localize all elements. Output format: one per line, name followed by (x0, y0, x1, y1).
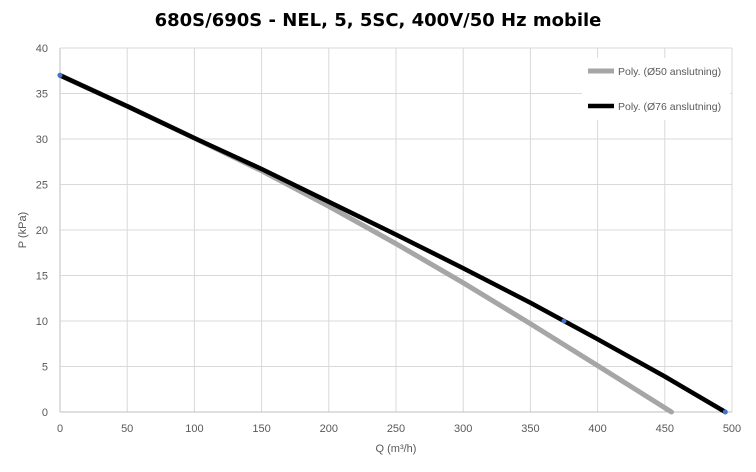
series-lines (57, 72, 728, 415)
x-tick-label: 150 (252, 423, 270, 435)
data-points (57, 72, 728, 415)
tick-labels: 0 50 100 150 200 250 300 350 400 450 500 0 5 10 15 20 25… (36, 43, 741, 435)
y-tick-label: 25 (36, 180, 48, 192)
x-tick-label: 0 (57, 423, 63, 435)
y-tick-label: 15 (36, 271, 48, 283)
x-tick-label: 50 (121, 423, 133, 435)
x-tick-label: 500 (723, 423, 741, 435)
y-tick-label: 20 (36, 225, 48, 237)
series-line-1 (57, 72, 674, 415)
legend-label-1: Poly. (Ø50 anslutning) (618, 66, 721, 78)
axis-labels: Q (m³/h) P (kPa) (17, 212, 416, 455)
y-tick-label: 5 (42, 362, 48, 374)
x-tick-label: 400 (588, 423, 606, 435)
y-tick-label: 35 (36, 89, 48, 101)
data-point (57, 72, 63, 78)
y-tick-label: 30 (36, 134, 48, 146)
x-tick-label: 250 (387, 423, 405, 435)
x-tick-label: 200 (320, 423, 338, 435)
y-tick-label: 40 (36, 43, 48, 55)
y-axis-label: P (kPa) (17, 212, 29, 248)
chart-title: 680S/690S - NEL, 5, 5SC, 400V/50 Hz mobi… (154, 10, 602, 31)
y-tick-label: 10 (36, 316, 48, 328)
legend: Poly. (Ø50 anslutning) Poly. (Ø76 anslutn… (582, 58, 730, 120)
x-tick-label: 450 (656, 423, 674, 435)
data-point (561, 318, 567, 324)
x-tick-label: 100 (185, 423, 203, 435)
x-axis-label: Q (m³/h) (376, 443, 417, 455)
grid (59, 47, 733, 413)
data-point (722, 409, 728, 415)
series-line-2 (57, 73, 728, 415)
legend-label-2: Poly. (Ø76 anslutning) (618, 101, 721, 113)
y-tick-label: 0 (42, 407, 48, 419)
x-tick-label: 350 (521, 423, 539, 435)
x-tick-label: 300 (454, 423, 472, 435)
